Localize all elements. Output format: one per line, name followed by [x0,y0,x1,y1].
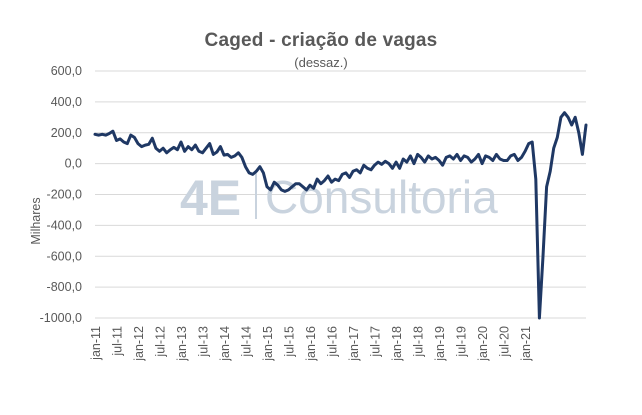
y-tick-label: -1000,0 [40,311,82,325]
x-tick-label: jan-14 [218,326,232,362]
series-line [93,111,588,320]
x-axis-ticks: jan-11 jul-11 jan-12 jul-12 jan-13 jul-13 jan-… [89,326,533,362]
x-tick-label: jan-16 [304,326,318,362]
x-tick-label: jul-16 [326,326,340,358]
y-tick-label: -400,0 [47,218,82,232]
x-tick-label: jul-15 [283,326,297,358]
x-tick-label: jul-14 [240,326,254,358]
x-tick-label: jan-15 [261,326,275,362]
x-tick-label: jul-12 [154,326,168,358]
x-tick-label: jan-12 [132,326,146,362]
x-tick-label: jul-20 [498,326,512,358]
y-tick-label: 200,0 [51,126,82,140]
x-tick-label: jan-19 [433,326,447,362]
x-tick-label: jul-18 [412,326,426,358]
series-group [93,111,588,320]
x-tick-label: jul-11 [111,326,125,357]
y-tick-label: 0,0 [65,157,82,171]
y-axis-label: Milhares [29,197,43,244]
x-tick-label: jan-17 [347,326,361,362]
x-tick-label: jan-21 [519,326,533,362]
watermark-divider [255,173,257,219]
watermark-text: Consultoria [265,171,498,223]
y-tick-label: -600,0 [47,249,82,263]
x-tick-label: jan-13 [175,326,189,362]
y-tick-label: -800,0 [47,280,82,294]
y-tick-label: -200,0 [47,188,82,202]
x-tick-label: jan-18 [390,326,404,362]
x-tick-label: jul-19 [455,326,469,358]
chart-subtitle: (dessaz.) [294,55,348,70]
x-tick-label: jul-13 [197,326,211,358]
chart-title: Caged - criação de vagas [204,30,438,51]
gridlines [95,70,586,319]
watermark-logo: 4E [180,170,241,226]
x-tick-label: jul-17 [369,326,383,358]
watermark: 4E Consultoria [180,170,498,226]
x-tick-label: jan-20 [476,326,490,362]
y-axis-ticks: 600,0 400,0 200,0 0,0 -200,0 -400,0 -600,0 -800… [40,64,82,325]
x-tick-label: jan-11 [89,326,103,361]
y-tick-label: 400,0 [51,95,82,109]
y-tick-label: 600,0 [51,64,82,78]
